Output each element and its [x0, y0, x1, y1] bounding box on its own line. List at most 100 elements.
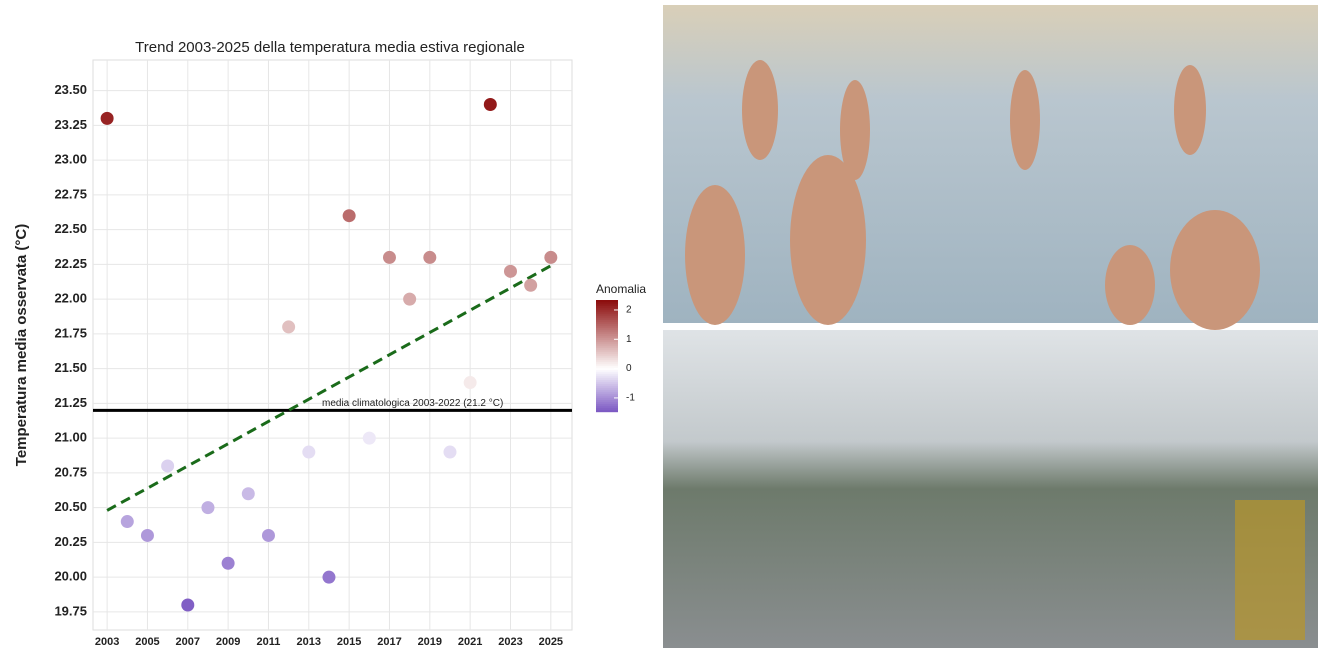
data-point: [382, 250, 396, 264]
x-tick-label: 2025: [539, 636, 563, 648]
colorbar-segment: [596, 358, 618, 361]
data-point: [463, 376, 477, 390]
data-point: [181, 598, 195, 612]
colorbar-segment: [596, 328, 618, 331]
colorbar-segment: [596, 388, 618, 391]
colorbar-segment: [596, 326, 618, 329]
colorbar-segment: [596, 378, 618, 381]
data-point: [221, 556, 235, 570]
colorbar-segment: [596, 340, 618, 343]
y-tick-label: 22.50: [54, 221, 87, 236]
colorbar-tick-label: 1: [626, 334, 632, 345]
colorbar-segment: [596, 362, 618, 365]
reference-label: media climatologica 2003-2022 (21.2 °C): [322, 398, 503, 409]
y-tick-label: 20.25: [54, 534, 87, 549]
rain-photo: [663, 330, 1318, 648]
colorbar-segment: [596, 338, 618, 341]
y-tick-label: 20.00: [54, 569, 87, 584]
colorbar-segment: [596, 342, 618, 345]
colorbar-segment: [596, 410, 618, 413]
data-point: [241, 487, 255, 501]
y-tick-label: 20.75: [54, 464, 87, 479]
y-tick-label: 23.00: [54, 152, 87, 167]
colorbar-segment: [596, 322, 618, 325]
y-tick-label: 22.00: [54, 291, 87, 306]
colorbar-segment: [596, 346, 618, 349]
colorbar-segment: [596, 318, 618, 321]
x-tick-label: 2023: [498, 636, 522, 648]
colorbar-segment: [596, 304, 618, 307]
colorbar-segment: [596, 336, 618, 339]
colorbar-segment: [596, 302, 618, 305]
colorbar-segment: [596, 370, 618, 373]
y-tick-label: 22.25: [54, 256, 87, 271]
colorbar-segment: [596, 320, 618, 323]
data-point: [362, 431, 376, 445]
data-point: [120, 515, 134, 529]
x-tick-label: 2011: [257, 636, 281, 648]
data-point: [483, 97, 497, 111]
colorbar-segment: [596, 314, 618, 317]
y-tick-label: 23.25: [54, 117, 87, 132]
y-tick-label: 21.50: [54, 360, 87, 375]
x-tick-label: 2019: [418, 636, 442, 648]
colorbar-segment: [596, 404, 618, 407]
data-point: [342, 209, 356, 223]
colorbar-segment: [596, 380, 618, 383]
colorbar-segment: [596, 392, 618, 395]
colorbar-segment: [596, 316, 618, 319]
x-tick-label: 2007: [176, 636, 200, 648]
y-axis-title: Temperatura media osservata (°C): [13, 224, 30, 466]
data-point: [100, 111, 114, 125]
data-point: [161, 459, 175, 473]
colorbar-segment: [596, 324, 618, 327]
y-tick-label: 21.75: [54, 325, 87, 340]
x-tick-label: 2005: [135, 636, 159, 648]
colorbar-segment: [596, 310, 618, 313]
beach-figures: [685, 60, 1260, 330]
x-tick-label: 2021: [458, 636, 482, 648]
x-tick-label: 2015: [337, 636, 361, 648]
x-tick-label: 2003: [95, 636, 119, 648]
data-point: [282, 320, 296, 334]
colorbar-segment: [596, 366, 618, 369]
colorbar-segment: [596, 360, 618, 363]
plot-panel: [92, 59, 573, 631]
colorbar-segment: [596, 344, 618, 347]
colorbar-segment: [596, 386, 618, 389]
y-tick-label: 19.75: [54, 603, 87, 618]
colorbar-segment: [596, 364, 618, 367]
data-point: [423, 250, 437, 264]
colorbar-segment: [596, 348, 618, 351]
colorbar-segment: [596, 390, 618, 393]
y-tick-label: 22.75: [54, 186, 87, 201]
colorbar-segment: [596, 374, 618, 377]
colorbar-segment: [596, 330, 618, 333]
colorbar-segment: [596, 356, 618, 359]
trend-line: [106, 264, 552, 512]
colorbar-segment: [596, 406, 618, 409]
y-tick-label: 23.50: [54, 82, 87, 97]
chart-title: Trend 2003-2025 della temperatura media …: [135, 39, 525, 56]
x-tick-label: 2013: [297, 636, 321, 648]
colorbar-segment: [596, 352, 618, 355]
colorbar-segment: [596, 334, 618, 337]
data-point: [261, 528, 275, 542]
colorbar-segment: [596, 398, 618, 401]
colorbar-title: Anomalia: [596, 282, 646, 296]
colorbar-tick-label: 2: [626, 305, 632, 316]
colorbar-segment: [596, 354, 618, 357]
y-tick-label: 21.25: [54, 395, 87, 410]
colorbar-segment: [596, 402, 618, 405]
colorbar-segment: [596, 408, 618, 411]
colorbar-segment: [596, 394, 618, 397]
data-point: [201, 501, 215, 515]
data-point: [322, 570, 336, 584]
colorbar-segment: [596, 300, 618, 303]
y-tick-label: 20.50: [54, 499, 87, 514]
x-tick-label: 2009: [216, 636, 240, 648]
colorbar-segment: [596, 376, 618, 379]
colorbar-segment: [596, 396, 618, 399]
